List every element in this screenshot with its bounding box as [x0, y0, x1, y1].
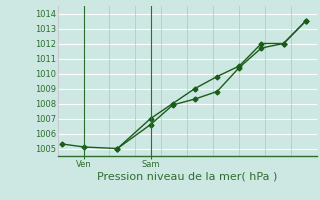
X-axis label: Pression niveau de la mer( hPa ): Pression niveau de la mer( hPa )	[97, 172, 277, 182]
